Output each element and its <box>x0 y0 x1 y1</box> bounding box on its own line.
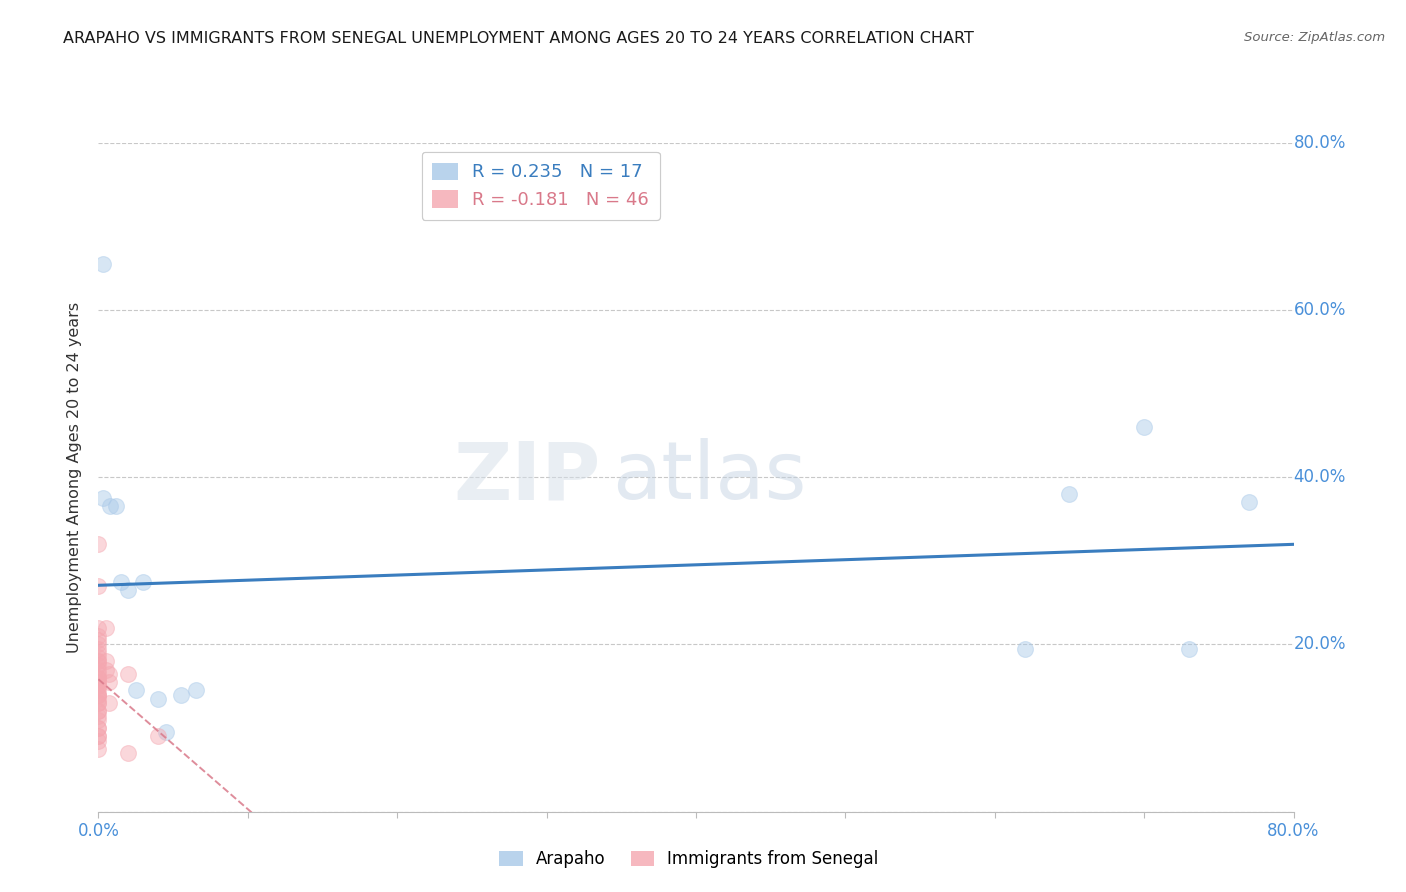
Point <box>94 663 117 677</box>
Point <box>132 574 155 589</box>
Point <box>97 666 120 681</box>
Point <box>1133 420 1156 434</box>
Point <box>87 666 110 681</box>
Point <box>87 688 110 702</box>
Point <box>87 654 110 668</box>
Point <box>117 666 139 681</box>
Point <box>87 637 110 651</box>
Point <box>87 658 110 673</box>
Point <box>87 688 110 702</box>
Point <box>91 257 114 271</box>
Point <box>87 730 110 744</box>
Text: 80.0%: 80.0% <box>1294 134 1346 152</box>
Point <box>87 721 110 735</box>
Point <box>94 654 117 668</box>
Point <box>87 633 110 648</box>
Point <box>87 629 110 643</box>
Point <box>117 746 139 760</box>
Point <box>87 705 110 719</box>
Point <box>117 583 139 598</box>
Point <box>87 650 110 665</box>
Point <box>87 708 110 723</box>
Point <box>98 500 122 514</box>
Point <box>97 675 120 690</box>
Point <box>87 691 110 706</box>
Point <box>87 654 110 668</box>
Point <box>87 713 110 727</box>
Legend: R = 0.235   N = 17, R = -0.181   N = 46: R = 0.235 N = 17, R = -0.181 N = 46 <box>422 152 659 220</box>
Point <box>87 621 110 635</box>
Point <box>87 641 110 656</box>
Point <box>87 675 110 690</box>
Point <box>105 500 128 514</box>
Point <box>125 683 148 698</box>
Text: ARAPAHO VS IMMIGRANTS FROM SENEGAL UNEMPLOYMENT AMONG AGES 20 TO 24 YEARS CORREL: ARAPAHO VS IMMIGRANTS FROM SENEGAL UNEMP… <box>63 31 974 46</box>
Point <box>94 621 117 635</box>
Point <box>87 671 110 685</box>
Point <box>87 733 110 747</box>
Point <box>87 683 110 698</box>
Text: 20.0%: 20.0% <box>1294 635 1346 654</box>
Point <box>87 537 110 551</box>
Text: atlas: atlas <box>612 438 807 516</box>
Point <box>87 646 110 660</box>
Point <box>87 730 110 744</box>
Point <box>87 705 110 719</box>
Point <box>87 721 110 735</box>
Point <box>148 691 170 706</box>
Point <box>87 579 110 593</box>
Point <box>97 696 120 710</box>
Point <box>1237 495 1260 509</box>
Point <box>91 491 114 505</box>
Point <box>87 679 110 693</box>
Point <box>87 671 110 685</box>
Text: Source: ZipAtlas.com: Source: ZipAtlas.com <box>1244 31 1385 45</box>
Point <box>87 679 110 693</box>
Point <box>87 696 110 710</box>
Point <box>87 688 110 702</box>
Y-axis label: Unemployment Among Ages 20 to 24 years: Unemployment Among Ages 20 to 24 years <box>67 301 83 653</box>
Point <box>1014 641 1036 656</box>
Point <box>87 742 110 756</box>
Text: ZIP: ZIP <box>453 438 600 516</box>
Point <box>1178 641 1201 656</box>
Point <box>155 725 177 739</box>
Text: 60.0%: 60.0% <box>1294 301 1346 319</box>
Point <box>110 574 132 589</box>
Legend: Arapaho, Immigrants from Senegal: Arapaho, Immigrants from Senegal <box>492 844 886 875</box>
Point <box>148 730 170 744</box>
Point <box>87 663 110 677</box>
Point <box>1059 487 1081 501</box>
Point <box>169 688 191 702</box>
Point <box>184 683 207 698</box>
Point <box>87 696 110 710</box>
Point <box>87 675 110 690</box>
Text: 40.0%: 40.0% <box>1294 468 1346 486</box>
